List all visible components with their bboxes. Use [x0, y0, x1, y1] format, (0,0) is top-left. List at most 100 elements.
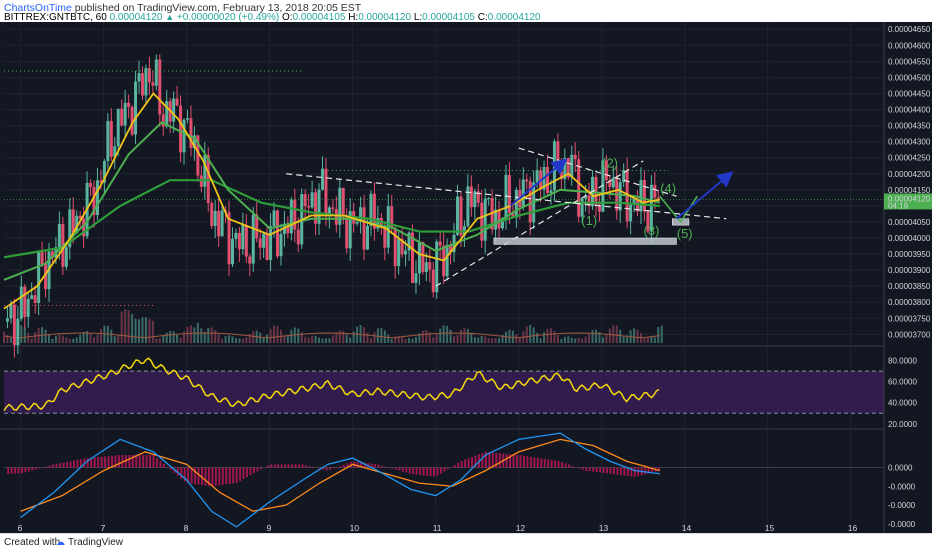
macd-histogram-bar	[430, 468, 432, 477]
macd-histogram-bar	[291, 464, 293, 467]
volume-bar	[346, 335, 348, 343]
volume-bar	[657, 327, 659, 343]
y-tick-label: 0.00004500	[888, 73, 931, 82]
rsi-tick-label: 40.0000	[888, 399, 917, 408]
candle-body	[404, 251, 407, 255]
volume-bar	[252, 331, 254, 343]
volume-bar	[214, 330, 216, 343]
macd-signal-line	[21, 439, 660, 511]
macd-histogram-bar	[38, 468, 40, 469]
candle-body	[331, 207, 334, 209]
macd-histogram-bar	[419, 468, 421, 475]
brand-text[interactable]: TradingView	[68, 537, 123, 548]
volume-bar	[20, 325, 22, 343]
trend-line	[519, 148, 677, 196]
volume-bar	[484, 337, 486, 343]
macd-histogram-bar	[378, 465, 380, 468]
macd-histogram-bar	[305, 465, 307, 467]
candle-body	[345, 218, 348, 249]
volume-bar	[540, 338, 542, 343]
chart-area[interactable]: (1)(2)(3)(4)(5) 0.000046500.000046000.00…	[0, 22, 932, 533]
volume-bar	[477, 338, 479, 343]
x-tick-label: 14	[682, 523, 692, 533]
candle-body	[366, 226, 369, 250]
volume-bar	[405, 339, 407, 343]
volume-bar	[560, 339, 562, 343]
candle-body	[619, 182, 622, 210]
macd-tick-label: -0.0000	[888, 501, 916, 510]
volume-bar	[55, 336, 57, 343]
macd-histogram-bar	[540, 458, 542, 467]
macd-histogram-bar	[73, 461, 75, 468]
volume-bar	[259, 333, 261, 343]
candle-body	[324, 169, 327, 217]
macd-histogram-bar	[104, 456, 106, 467]
candle-body	[110, 121, 113, 157]
price-axis-bg	[884, 22, 932, 533]
macd-histogram-bar	[592, 468, 594, 472]
y-tick-label: 0.00004050	[888, 218, 931, 227]
macd-histogram-bar	[312, 467, 314, 468]
candle-body	[41, 251, 44, 264]
volume-bar	[463, 328, 465, 343]
volume-bar	[290, 330, 292, 343]
candle-body	[183, 120, 186, 153]
candle-body	[141, 73, 144, 95]
macd-histogram-bar	[21, 468, 23, 474]
x-tick-label: 8	[184, 523, 189, 533]
volume-bar	[96, 335, 98, 343]
macd-histogram-bar	[596, 468, 598, 473]
macd-histogram-bar	[97, 457, 99, 467]
volume-bar	[495, 338, 497, 343]
volume-bar	[166, 333, 168, 343]
volume-bar	[553, 331, 555, 343]
volume-bar	[332, 335, 334, 343]
candle-body	[20, 287, 23, 319]
macd-histogram-bar	[589, 468, 591, 472]
candle-body	[439, 242, 442, 246]
y-tick-label: 0.00004400	[888, 106, 931, 115]
volume-bar	[180, 338, 182, 343]
macd-histogram-bar	[457, 463, 459, 468]
volume-bar	[446, 326, 448, 343]
macd-histogram-bar	[28, 468, 30, 472]
macd-histogram-bar	[554, 460, 556, 467]
candle-body	[428, 262, 431, 269]
macd-histogram-bar	[381, 466, 383, 468]
up-triangle-icon: ▲	[165, 12, 174, 22]
volume-bar	[207, 328, 209, 343]
macd-histogram-bar	[343, 465, 345, 468]
volume-bar	[266, 335, 268, 343]
volume-bar	[325, 338, 327, 343]
macd-histogram-bar	[443, 468, 445, 472]
volume-bar	[529, 325, 531, 343]
volume-bar	[498, 338, 500, 343]
macd-histogram-bar	[24, 468, 26, 473]
candle-body	[570, 155, 573, 177]
macd-histogram-bar	[544, 459, 546, 468]
macd-histogram-bar	[468, 458, 470, 467]
macd-histogram-bar	[613, 468, 615, 475]
macd-histogram-bar	[616, 468, 618, 475]
volume-bar	[31, 338, 33, 343]
macd-tick-label: -0.0000	[888, 520, 916, 529]
macd-histogram-bar	[281, 464, 283, 467]
macd-histogram-bar	[582, 468, 584, 470]
y-tick-label: 0.00004000	[888, 234, 931, 243]
candle-body	[127, 103, 130, 107]
wave-label: (4)	[660, 181, 676, 196]
macd-histogram-bar	[49, 466, 51, 468]
macd-histogram-bar	[329, 468, 331, 470]
y-tick-label: 0.00004550	[888, 57, 931, 66]
macd-histogram-bar	[59, 463, 61, 467]
x-tick-label: 12	[516, 523, 526, 533]
volume-bar	[595, 330, 597, 343]
macd-histogram-bar	[52, 465, 54, 468]
macd-histogram-bar	[249, 468, 251, 476]
volume-bar	[432, 337, 434, 343]
volume-bar	[654, 337, 656, 343]
candle-body	[158, 60, 161, 115]
volume-bar	[148, 319, 150, 343]
macd-histogram-bar	[461, 461, 463, 468]
volume-bar	[401, 337, 403, 343]
